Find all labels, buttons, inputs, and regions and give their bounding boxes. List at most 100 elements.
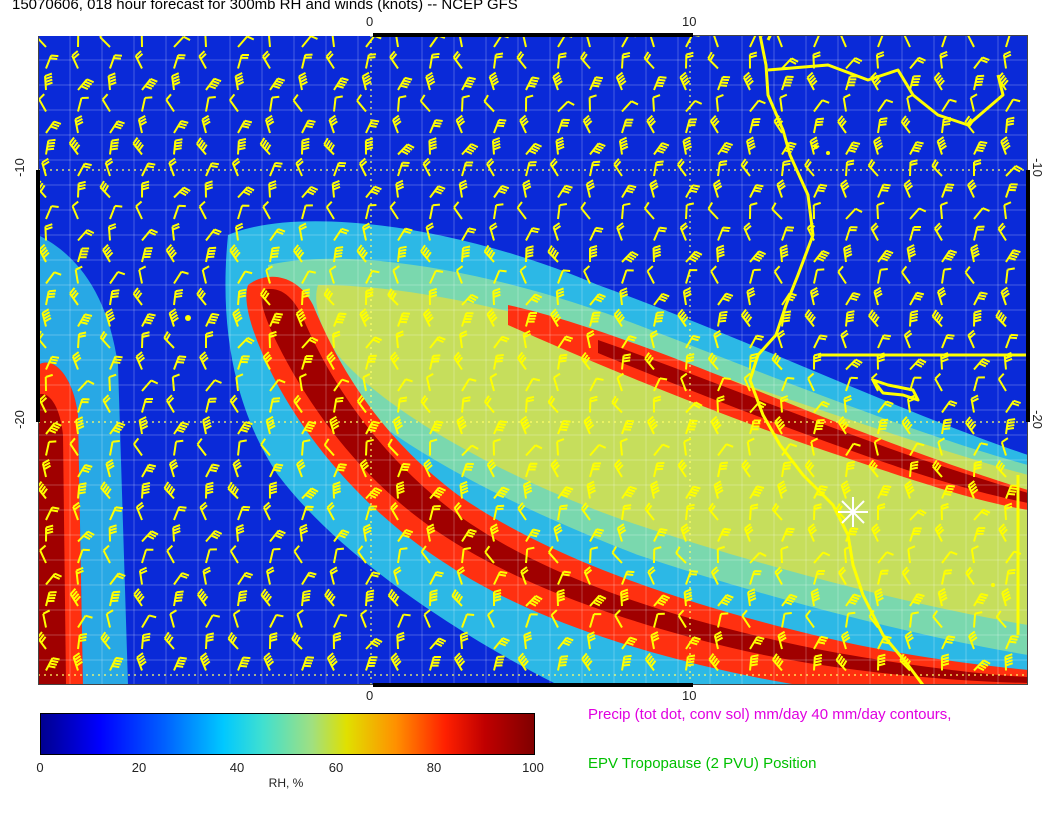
wind-barb bbox=[492, 438, 501, 456]
wind-barb bbox=[550, 458, 560, 478]
wind-barb bbox=[173, 35, 191, 48]
wind-barb bbox=[365, 487, 383, 500]
wind-barb bbox=[845, 207, 863, 220]
wind-barb bbox=[259, 137, 272, 156]
wind-barb bbox=[333, 227, 349, 242]
wind-barb bbox=[557, 486, 574, 500]
wind-barb bbox=[941, 635, 956, 650]
wind-barb bbox=[109, 54, 123, 69]
wind-barb bbox=[141, 78, 158, 91]
wind-barb bbox=[616, 372, 624, 392]
wind-barb bbox=[519, 265, 527, 284]
wind-barb bbox=[237, 505, 251, 521]
wind-barb bbox=[774, 566, 783, 585]
wind-barb bbox=[588, 94, 597, 112]
wind-barb bbox=[621, 636, 638, 650]
wind-barb bbox=[77, 162, 92, 177]
wind-barb bbox=[967, 329, 976, 349]
wind-barb bbox=[361, 71, 372, 91]
wind-barb bbox=[589, 311, 601, 327]
wind-barb bbox=[877, 569, 889, 585]
frame-bar-top-left bbox=[38, 33, 373, 36]
wind-barb bbox=[259, 287, 271, 306]
wind-barb bbox=[685, 654, 696, 671]
wind-barb bbox=[461, 161, 474, 177]
wind-barb bbox=[964, 265, 975, 285]
frame-bar-top bbox=[373, 33, 693, 37]
wind-barb bbox=[486, 157, 495, 177]
wind-barb bbox=[653, 527, 668, 542]
wind-barb bbox=[269, 547, 281, 564]
wind-barb bbox=[237, 119, 253, 134]
wind-barb bbox=[237, 439, 247, 456]
wind-barb bbox=[455, 265, 464, 284]
wind-barb bbox=[682, 287, 692, 306]
wind-barb bbox=[517, 652, 529, 672]
wind-barb bbox=[683, 588, 693, 607]
wind-barb bbox=[77, 464, 93, 478]
wind-barb bbox=[619, 437, 628, 456]
wind-barb bbox=[292, 244, 305, 263]
wind-barb bbox=[557, 570, 571, 585]
wind-barb bbox=[72, 501, 81, 521]
wind-barb bbox=[580, 351, 591, 371]
wind-barb bbox=[293, 545, 303, 564]
wind-barb bbox=[941, 550, 958, 564]
wind-barb bbox=[489, 222, 498, 241]
wind-barb bbox=[653, 76, 667, 91]
wind-barb bbox=[682, 136, 693, 155]
wind-barb bbox=[777, 480, 788, 499]
wind-barb bbox=[365, 438, 374, 456]
wind-barb bbox=[173, 120, 189, 134]
wind-barb bbox=[776, 35, 784, 48]
wind-barb bbox=[909, 75, 921, 91]
wind-barb bbox=[44, 223, 53, 241]
wind-barb bbox=[269, 246, 280, 263]
wind-barb bbox=[420, 545, 431, 564]
wind-barb bbox=[365, 203, 377, 220]
lon-tick-top-0: 0 bbox=[366, 14, 374, 29]
frame-bar-left bbox=[36, 170, 40, 422]
wind-barb bbox=[653, 311, 665, 327]
wind-barb bbox=[653, 594, 671, 607]
wind-barb bbox=[685, 353, 695, 370]
wind-barb bbox=[973, 225, 985, 241]
wind-barb bbox=[301, 204, 313, 220]
wind-barb bbox=[395, 179, 405, 198]
wind-barb bbox=[900, 115, 911, 134]
wind-barb bbox=[621, 485, 637, 500]
colorbar-tick-100: 100 bbox=[522, 760, 544, 775]
wind-barb bbox=[909, 207, 927, 220]
wind-barb bbox=[813, 485, 828, 499]
wind-barb bbox=[461, 613, 475, 628]
wind-barb bbox=[265, 566, 275, 585]
wind-barb bbox=[45, 271, 62, 285]
wind-barb bbox=[137, 114, 148, 134]
wind-barb bbox=[329, 415, 340, 435]
wind-barb bbox=[685, 250, 703, 263]
wind-barb bbox=[77, 247, 90, 263]
wind-barb bbox=[397, 143, 415, 156]
wind-barb bbox=[677, 308, 689, 328]
wind-barb bbox=[141, 614, 157, 629]
wind-barb bbox=[77, 398, 90, 413]
wind-barb bbox=[870, 222, 879, 241]
wind-barb bbox=[492, 287, 501, 306]
wind-barb bbox=[291, 632, 303, 650]
wind-barb bbox=[461, 378, 477, 392]
wind-barb bbox=[813, 419, 825, 435]
coastline bbox=[748, 35, 1028, 685]
wind-barb bbox=[877, 400, 894, 414]
wind-barb bbox=[583, 265, 591, 284]
wind-barb bbox=[359, 308, 371, 327]
wind-barb bbox=[231, 157, 241, 177]
wind-barb bbox=[365, 354, 377, 370]
wind-barb bbox=[109, 506, 124, 521]
wind-barb bbox=[301, 571, 317, 586]
wind-barb bbox=[138, 416, 149, 435]
wind-barb bbox=[484, 545, 495, 564]
wind-barb bbox=[873, 437, 882, 456]
wind-barb bbox=[646, 415, 658, 435]
wind-barb bbox=[260, 588, 273, 607]
wind-barb bbox=[676, 158, 687, 177]
